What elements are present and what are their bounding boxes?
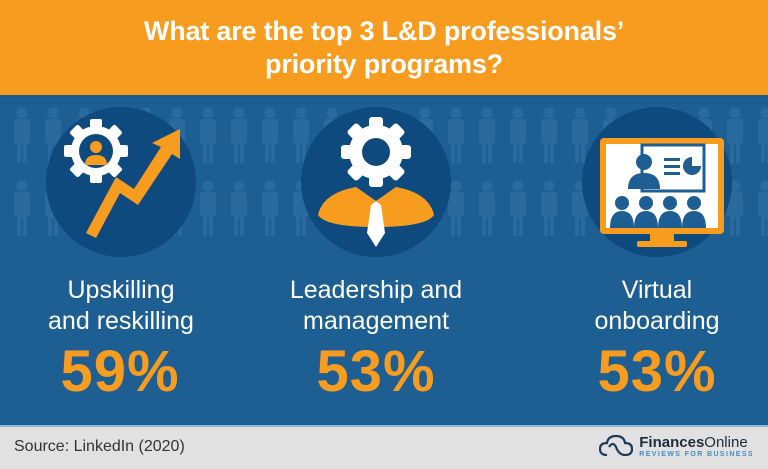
stat-leadership: Leadership and management 53% — [256, 97, 512, 425]
stats-panel: Upskilling and reskilling 59% — [0, 95, 768, 425]
stat-label: Upskilling and reskilling — [48, 276, 194, 335]
stat-virtual-onboarding: Virtual onboarding 53% — [512, 97, 768, 425]
brand-name-regular: Online — [704, 434, 748, 451]
gear-head-businessman-icon — [301, 107, 451, 257]
stat-value: 53% — [316, 339, 436, 404]
gear-person-growth-arrow-icon — [46, 107, 196, 257]
stat-label: Leadership and management — [289, 276, 463, 335]
header-banner: What are the top 3 L&D professionals’ pr… — [0, 0, 768, 95]
cloud-icon — [599, 434, 634, 457]
source-text: Source: LinkedIn (2020) — [14, 438, 185, 455]
footer: Source: LinkedIn (2020) FinancesOnline R… — [0, 425, 768, 469]
stat-value: 53% — [597, 339, 717, 404]
page-title: What are the top 3 L&D professionals’ pr… — [143, 15, 625, 79]
brand-name-bold: Finances — [639, 434, 705, 451]
stat-upskilling: Upskilling and reskilling 59% — [0, 97, 256, 425]
monitor-presentation-icon — [582, 107, 732, 257]
brand-tagline: REVIEWS FOR BUSINESS — [639, 451, 754, 458]
stat-label: Virtual onboarding — [594, 276, 720, 335]
stat-value: 59% — [60, 339, 180, 404]
brand-logo[interactable]: FinancesOnline REVIEWS FOR BUSINESS — [599, 433, 754, 459]
